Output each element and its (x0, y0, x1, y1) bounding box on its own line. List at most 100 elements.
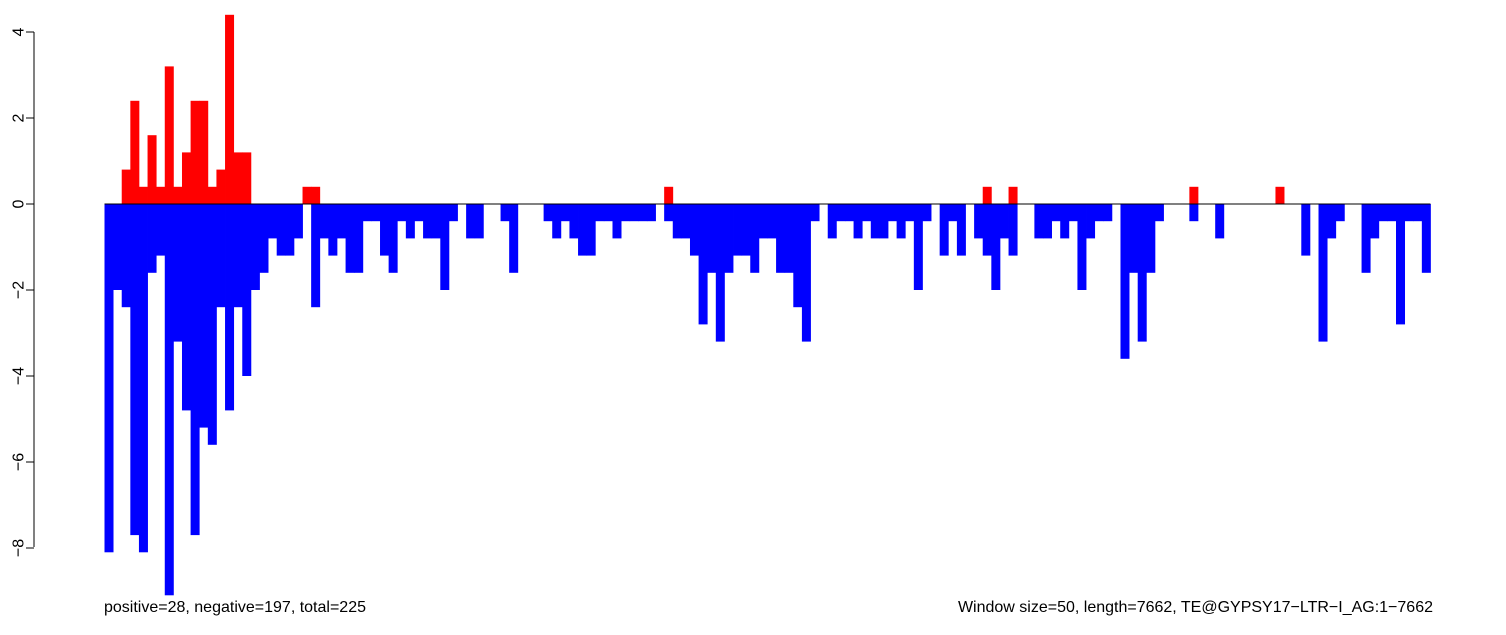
negative-bar (724, 204, 734, 273)
positive-bar (1189, 186, 1199, 204)
negative-bars (104, 204, 1431, 596)
negative-bar (233, 204, 243, 308)
negative-bar (181, 204, 191, 411)
positive-bar (225, 14, 235, 204)
positive-bar (311, 186, 321, 204)
negative-bar (474, 204, 484, 239)
negative-bar (336, 204, 346, 239)
negative-bar (138, 204, 148, 553)
negative-bar (836, 204, 846, 222)
positive-bar (156, 186, 166, 204)
positive-bar (207, 186, 217, 204)
negative-bar (1120, 204, 1130, 359)
negative-bar (922, 204, 932, 222)
negative-bar (672, 204, 682, 239)
negative-bar (319, 204, 329, 239)
negative-bar (664, 204, 674, 222)
y-tick-label: 4 (11, 27, 28, 36)
negative-bar (999, 204, 1009, 239)
negative-bar (380, 204, 390, 256)
negative-bar (173, 204, 183, 342)
negative-bar (1189, 204, 1199, 222)
negative-bar (793, 204, 803, 308)
positive-bar (242, 152, 252, 204)
negative-bar (405, 204, 415, 239)
negative-bar (414, 204, 424, 222)
negative-bar (1077, 204, 1087, 290)
negative-bar (595, 204, 605, 222)
negative-bar (225, 204, 235, 411)
negative-bar (1215, 204, 1225, 239)
positive-bar (138, 186, 148, 204)
negative-bar (870, 204, 880, 239)
negative-bar (1387, 204, 1397, 222)
positive-bar (1008, 186, 1018, 204)
negative-bar (293, 204, 303, 239)
negative-bar (1335, 204, 1345, 222)
negative-bar (621, 204, 631, 222)
negative-bar (707, 204, 717, 273)
negative-bar (956, 204, 966, 256)
negative-bar (1103, 204, 1113, 222)
negative-bar (431, 204, 441, 239)
positive-bar (1275, 186, 1285, 204)
negative-bar (1404, 204, 1414, 222)
negative-bar (905, 204, 915, 222)
negative-bar (104, 204, 114, 553)
left-annotation: positive=28, negative=197, total=225 (104, 599, 366, 616)
negative-bar (948, 204, 958, 222)
negative-bar (130, 204, 140, 536)
negative-bar (552, 204, 562, 239)
negative-bar (448, 204, 458, 222)
positive-bar (173, 186, 183, 204)
negative-bar (733, 204, 743, 256)
positive-bar (233, 152, 243, 204)
negative-bar (638, 204, 648, 222)
y-tick-label: 0 (11, 199, 28, 208)
right-annotation: Window size=50, length=7662, TE@GYPSY17−… (958, 599, 1433, 616)
negative-bar (199, 204, 209, 428)
negative-bar (758, 204, 768, 239)
negative-bar (190, 204, 200, 536)
negative-bar (715, 204, 725, 342)
negative-bar (156, 204, 166, 256)
negative-bar (939, 204, 949, 256)
negative-bar (698, 204, 708, 325)
negative-bar (423, 204, 433, 239)
negative-bar (913, 204, 923, 290)
negative-bar (991, 204, 1001, 290)
negative-bar (268, 204, 278, 239)
negative-bar (741, 204, 751, 256)
negative-bar (1146, 204, 1156, 273)
negative-bar (147, 204, 157, 273)
negative-bar (888, 204, 898, 222)
negative-bar (259, 204, 269, 273)
positive-bar (147, 135, 157, 204)
negative-bar (801, 204, 811, 342)
negative-bar (1086, 204, 1096, 239)
negative-bar (982, 204, 992, 256)
negative-bar (242, 204, 252, 376)
y-axis: 4 2 0 −2 −4 −6 −8 (11, 27, 34, 557)
negative-bar (509, 204, 519, 273)
positive-bar (302, 186, 312, 204)
negative-bar (827, 204, 837, 239)
positive-bar (121, 169, 131, 204)
negative-bar (276, 204, 286, 256)
negative-bar (311, 204, 321, 308)
negative-bar (629, 204, 639, 222)
negative-bar (121, 204, 131, 308)
negative-bar (1129, 204, 1139, 273)
negative-bar (328, 204, 338, 256)
negative-bar (1370, 204, 1380, 239)
negative-bar (810, 204, 820, 222)
negative-bar (853, 204, 863, 239)
negative-bar (1060, 204, 1070, 239)
y-tick-label: 2 (11, 113, 28, 122)
negative-bar (113, 204, 123, 290)
negative-bar (560, 204, 570, 222)
negative-bar (397, 204, 407, 222)
negative-bar (1154, 204, 1164, 222)
negative-bar (250, 204, 260, 290)
